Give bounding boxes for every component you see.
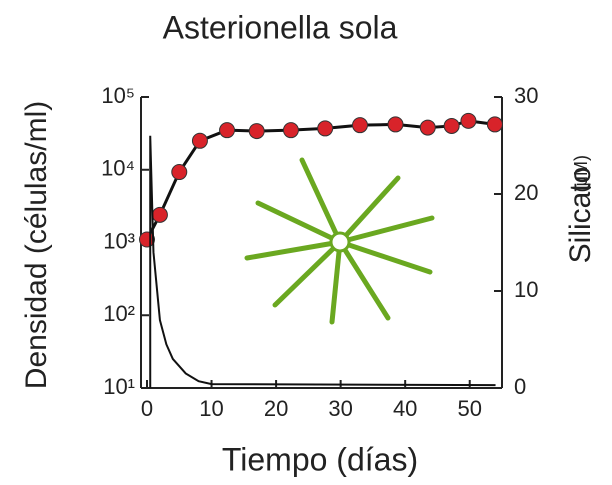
data-point: [353, 118, 368, 133]
y-tick-label: 10³: [103, 228, 135, 253]
data-point: [220, 123, 235, 138]
data-point: [172, 165, 187, 180]
y-tick-label: 10¹: [103, 374, 135, 399]
x-tick-label: 50: [457, 396, 481, 421]
y2-tick-label: 20: [514, 180, 538, 205]
chart-title: Asterionella sola: [163, 9, 398, 45]
data-point: [192, 133, 207, 148]
x-tick-label: 10: [199, 396, 223, 421]
x-tick-label: 0: [141, 396, 153, 421]
y-tick-label: 10²: [103, 301, 135, 326]
data-point: [461, 113, 476, 128]
data-point: [249, 124, 264, 139]
data-point: [318, 121, 333, 136]
x-tick-label: 20: [264, 396, 288, 421]
chart: Asterionella sola Tiempo (días) Densidad…: [0, 0, 612, 485]
data-point: [283, 123, 298, 138]
y-tick-label: 10⁵: [101, 83, 135, 108]
x-tick-label: 30: [328, 396, 352, 421]
y2-tick-label: 0: [514, 374, 526, 399]
data-point: [444, 118, 459, 133]
y-axis-label: Densidad (células/ml): [20, 101, 53, 389]
data-point: [152, 207, 167, 222]
y-tick-label: 10⁴: [101, 156, 135, 181]
asterionella-illustration: [247, 160, 432, 322]
y2-tick-label: 10: [514, 277, 538, 302]
y2-axis-unit: (μM): [571, 155, 591, 192]
x-tick-label: 40: [393, 396, 417, 421]
x-axis-label: Tiempo (días): [222, 441, 418, 477]
data-point: [487, 117, 502, 132]
data-point: [388, 117, 403, 132]
y2-tick-label: 30: [514, 83, 538, 108]
data-point: [420, 120, 435, 135]
